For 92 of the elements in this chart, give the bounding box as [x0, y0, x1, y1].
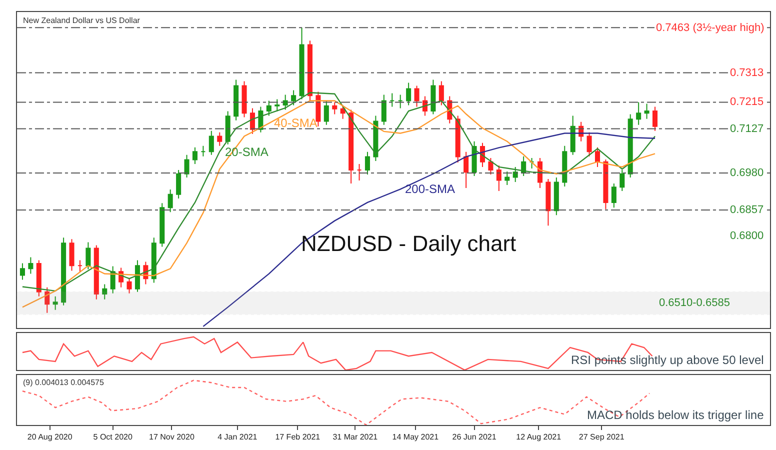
candlestick [282, 94, 288, 110]
x-tick-label: 14 May 2021 [392, 432, 440, 442]
text: NZDUSD - Daily chart [301, 231, 516, 256]
candlestick [373, 115, 378, 162]
candlestick [381, 94, 386, 126]
x-tick-label: 5 Oct 2020 [93, 432, 133, 442]
candlestick [438, 80, 444, 106]
candlestick [570, 115, 576, 156]
candlestick [36, 260, 42, 297]
x-tick-label: 31 Mar 2021 [332, 432, 378, 442]
candlestick [562, 145, 568, 188]
candlestick [644, 103, 650, 120]
series-label: 200-SMA [405, 182, 456, 196]
candlestick [225, 110, 230, 145]
candlestick [316, 91, 321, 127]
ref-line-label: 0.7127 [730, 123, 764, 135]
candlestick [521, 156, 526, 176]
candlestick [364, 151, 370, 175]
candlestick [44, 286, 50, 314]
candlestick [529, 157, 534, 169]
candlestick [192, 146, 198, 164]
candlestick [472, 140, 477, 176]
candlestick [77, 260, 82, 273]
candlestick [546, 178, 551, 226]
candlestick [151, 237, 156, 284]
candlestick [611, 183, 616, 208]
candlestick [94, 244, 99, 300]
candlestick [414, 85, 420, 108]
candlestick [620, 169, 625, 192]
candlestick [504, 170, 510, 186]
x-tick-label: 17 Nov 2020 [149, 432, 195, 442]
candlestick [390, 92, 395, 108]
x-tick-label: 27 Sep 2021 [578, 432, 625, 442]
candlestick [332, 102, 338, 115]
ref-line-label: 0.7215 [730, 96, 764, 108]
candlestick [160, 202, 165, 248]
ref-line-label: 0.6857 [730, 204, 764, 216]
candlestick [554, 176, 559, 216]
candlestick [266, 100, 272, 116]
candlestick [488, 157, 494, 175]
ref-line-label: 0.6980 [730, 167, 764, 179]
candlestick [324, 100, 329, 126]
candlestick [102, 284, 108, 300]
candlestick [512, 166, 518, 183]
candlestick [110, 266, 116, 294]
candlestick [628, 114, 633, 178]
candlestick [636, 102, 642, 126]
candlestick [299, 27, 304, 100]
candlestick [184, 154, 190, 178]
candlestick [603, 158, 608, 210]
candlestick [406, 82, 412, 106]
candlestick [586, 132, 592, 157]
ref-line-label: 0.7313 [730, 67, 764, 79]
candlestick [168, 189, 173, 213]
candlestick [291, 90, 296, 106]
candlestick [242, 80, 247, 118]
candlestick [348, 109, 354, 184]
candlestick [398, 94, 403, 109]
candlestick [464, 151, 469, 189]
candlestick [176, 169, 182, 200]
text: New Zealand Dollar vs US Dollar [23, 16, 140, 25]
candlestick [61, 237, 66, 306]
x-tick-label: 20 Aug 2020 [27, 432, 73, 442]
candlestick [496, 164, 502, 192]
candlestick [307, 40, 312, 102]
candlestick [430, 79, 436, 115]
candlestick [52, 296, 58, 310]
candlestick [20, 262, 25, 280]
band-label: 0.6510-0.6585 [659, 297, 730, 309]
candlestick [652, 106, 658, 132]
candlestick [208, 130, 214, 156]
candlestick [134, 260, 140, 292]
candlestick [274, 98, 280, 112]
x-tick-label: 4 Jan 2021 [218, 432, 258, 442]
candlestick [356, 163, 362, 181]
candlestick [86, 242, 91, 270]
candlestick [234, 79, 239, 121]
annotation: MACD holds below its trigger line [587, 408, 764, 422]
x-tick-label: 17 Feb 2021 [275, 432, 321, 442]
x-tick-label: 26 Jun 2021 [452, 432, 497, 442]
annotation: (9) 0.004013 0.004575 [23, 378, 105, 387]
candlestick [69, 238, 74, 272]
x-tick-label: 12 Aug 2021 [516, 432, 562, 442]
annotation: 0.6800 [730, 230, 764, 242]
ref-line-label: 0.7463 (3½-year high) [656, 22, 764, 34]
candlestick [126, 278, 132, 294]
series-label: 40-SMA [274, 116, 318, 130]
candlestick [28, 256, 34, 274]
candlestick [217, 132, 222, 146]
candlestick [455, 115, 460, 163]
candlestick [200, 145, 206, 157]
candlestick [594, 146, 600, 168]
